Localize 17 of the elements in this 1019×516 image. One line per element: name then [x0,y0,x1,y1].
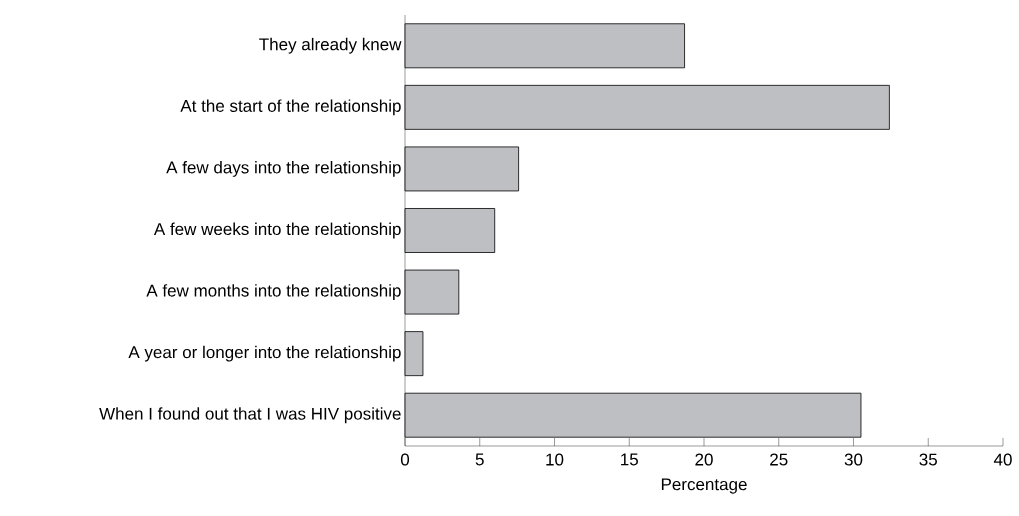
x-tick-label: 40 [993,453,1012,466]
y-tick-label: A few months into the relationship [146,284,401,300]
y-tick-label: A few days into the relationship [166,161,401,177]
x-axis-title: Percentage [661,478,747,494]
y-tick-label: A few weeks into the relationship [153,222,401,239]
x-tick-label: 15 [621,453,638,466]
x-tick-label: 10 [546,453,564,466]
x-tick-label: 5 [475,453,484,466]
y-tick-label: When I found out that I was HIV positive [99,407,401,424]
y-tick-label: At the start of the relationship [180,99,401,116]
y-tick-label: A year or longer into the relationship [128,345,401,362]
x-tick-label: 35 [919,453,937,466]
y-tick-label: They already knew [259,37,402,54]
x-tick-label: 25 [770,453,788,466]
x-tick-label: 0 [400,453,410,466]
x-tick-label: 30 [844,453,863,466]
x-tick-label: 20 [695,453,713,466]
